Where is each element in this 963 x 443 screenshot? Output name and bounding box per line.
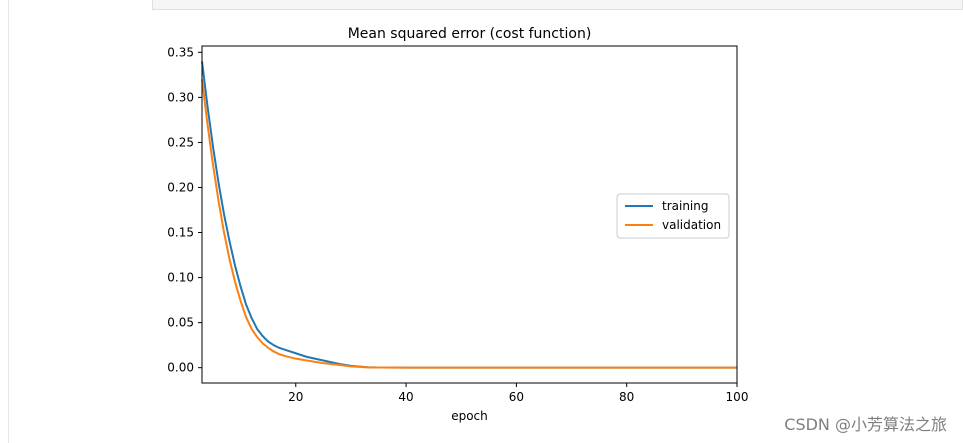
y-tick-label: 0.35 [167, 45, 194, 59]
y-tick-label: 0.10 [167, 271, 194, 285]
legend-label-training: training [662, 199, 709, 213]
x-tick-label: 60 [509, 390, 524, 404]
y-tick-label: 0.30 [167, 90, 194, 104]
x-tick-label: 40 [398, 390, 413, 404]
series-line-validation [201, 79, 737, 369]
y-axis-ticks: 0.00 0.05 0.10 0.15 0.20 0.25 0.30 0.35 [167, 45, 202, 375]
plot-area [201, 45, 738, 384]
plot-frame [201, 45, 738, 384]
chart-title: Mean squared error (cost function) [348, 26, 592, 42]
y-tick-label: 0.25 [167, 135, 194, 149]
x-axis-ticks: 20 40 60 80 100 [288, 383, 748, 404]
x-tick-label: 80 [619, 390, 634, 404]
y-tick-label: 0.15 [167, 226, 194, 240]
notebook-gutter [8, 0, 9, 443]
y-tick-label: 0.20 [167, 180, 194, 194]
y-tick-label: 0.00 [167, 361, 194, 375]
x-axis-label: epoch [451, 409, 488, 423]
watermark: CSDN @小芳算法之旅 [784, 415, 947, 434]
x-tick-label: 20 [288, 390, 303, 404]
x-tick-label: 100 [726, 390, 749, 404]
legend-label-validation: validation [662, 218, 721, 232]
y-tick-label: 0.05 [167, 316, 194, 330]
legend: training validation [616, 193, 730, 239]
